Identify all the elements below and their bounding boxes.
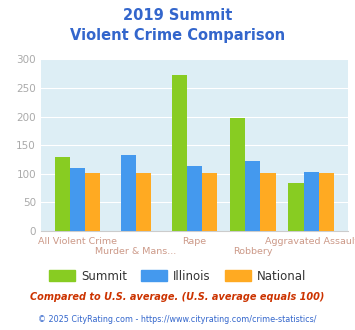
Bar xyxy=(288,183,304,231)
Text: Compared to U.S. average. (U.S. average equals 100): Compared to U.S. average. (U.S. average … xyxy=(30,292,325,302)
Bar xyxy=(85,173,100,231)
Legend: Summit, Illinois, National: Summit, Illinois, National xyxy=(44,265,311,287)
Bar xyxy=(121,155,136,231)
Bar xyxy=(245,161,260,231)
Bar xyxy=(136,173,151,231)
Bar xyxy=(319,173,334,231)
Bar xyxy=(230,118,245,231)
Bar xyxy=(187,166,202,231)
Bar xyxy=(171,76,187,231)
Bar xyxy=(260,173,275,231)
Bar xyxy=(70,168,85,231)
Bar xyxy=(304,172,319,231)
Text: © 2025 CityRating.com - https://www.cityrating.com/crime-statistics/: © 2025 CityRating.com - https://www.city… xyxy=(38,315,317,324)
Bar xyxy=(202,173,217,231)
Text: 2019 Summit: 2019 Summit xyxy=(123,8,232,23)
Bar xyxy=(55,157,70,231)
Text: Violent Crime Comparison: Violent Crime Comparison xyxy=(70,28,285,43)
